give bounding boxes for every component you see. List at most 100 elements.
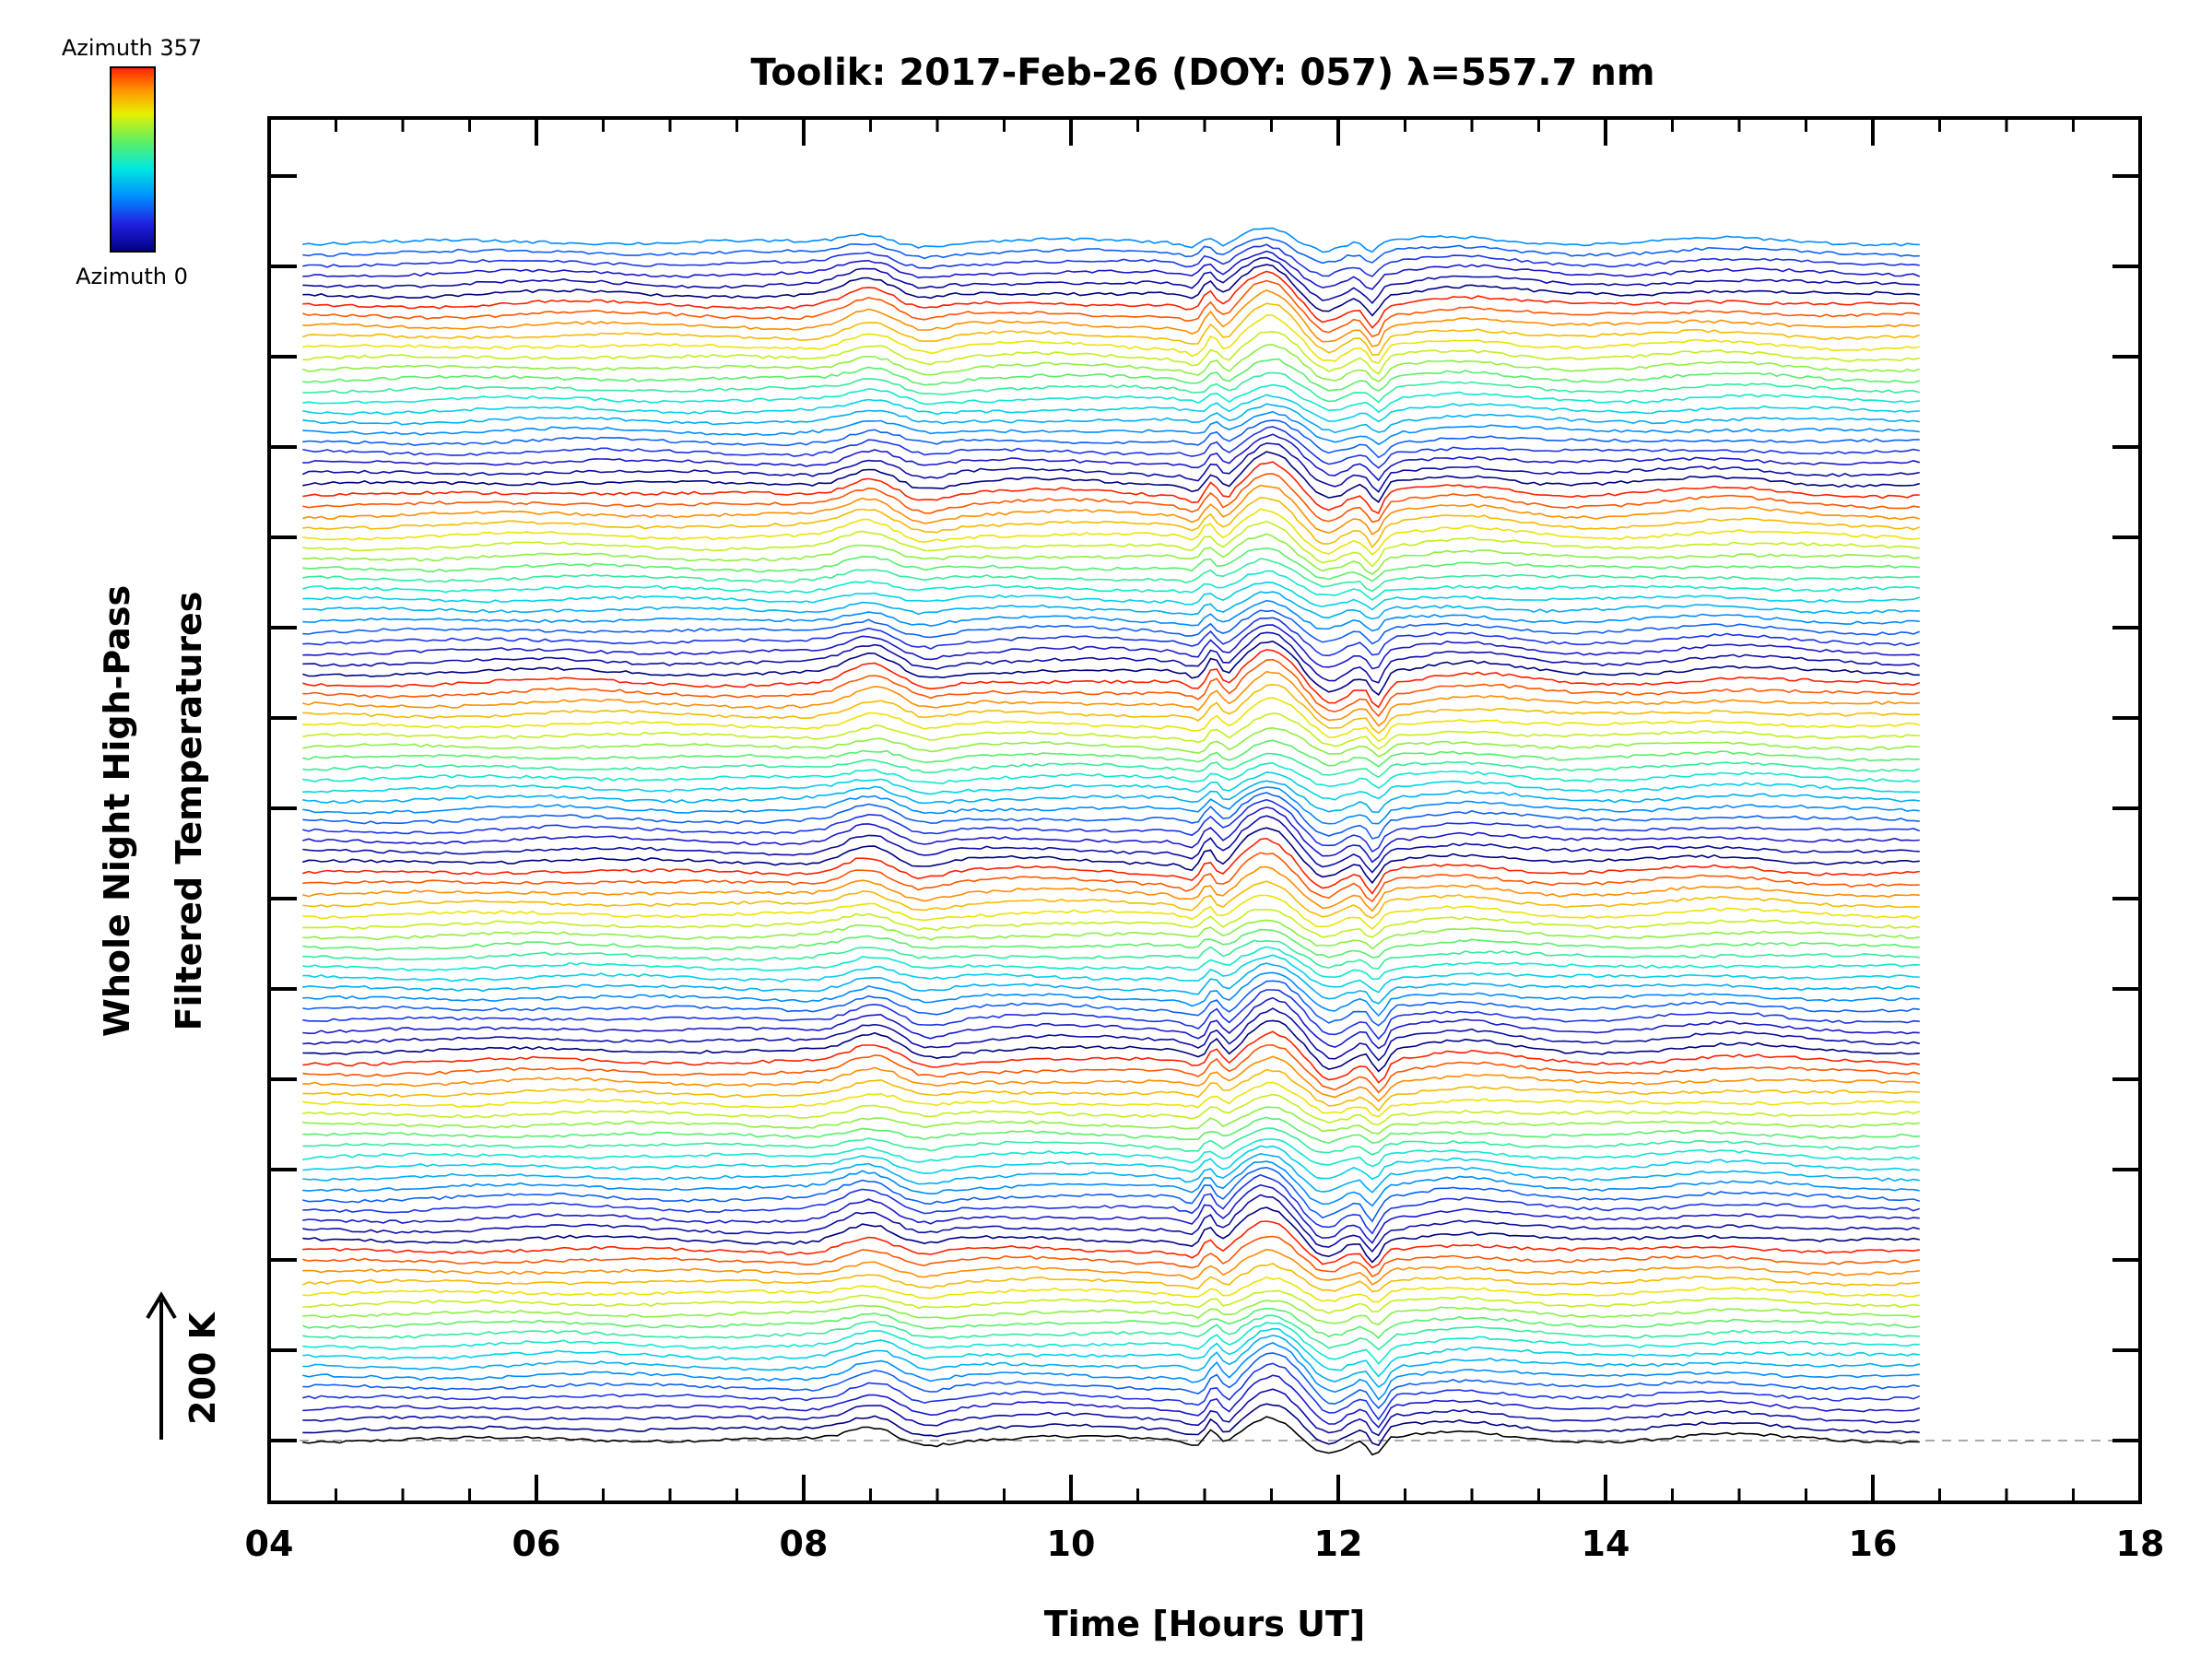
series-line-34 xyxy=(302,1055,1920,1102)
series-line-41 xyxy=(302,980,1920,1027)
series-line-66 xyxy=(302,726,1920,758)
series-line-100 xyxy=(302,371,1921,404)
series-line-25 xyxy=(302,1152,1920,1194)
series-line-9 xyxy=(302,1322,1920,1365)
series-line-14 xyxy=(302,1276,1920,1303)
series-line-37 xyxy=(302,1019,1920,1073)
series-line-22 xyxy=(302,1173,1921,1235)
axis-ticks: 04 06 08 10 12 14 16 18 xyxy=(245,118,2165,1564)
series-line-24 xyxy=(302,1160,1920,1207)
series-line-75 xyxy=(302,624,1920,670)
series-line-83 xyxy=(302,547,1920,582)
series-line-82 xyxy=(302,558,1920,593)
series-line-106 xyxy=(302,289,1920,347)
series-line-89 xyxy=(302,473,1920,524)
series-line-36 xyxy=(302,1030,1920,1084)
series-line-78 xyxy=(302,599,1920,632)
y-axis-label-line1: Whole Night High-Pass xyxy=(97,585,137,1037)
series-line-94 xyxy=(302,426,1920,469)
x-tick-label: 14 xyxy=(1582,1524,1630,1564)
series-line-16 xyxy=(302,1248,1920,1286)
series-line-4 xyxy=(302,1362,1921,1421)
series-line-2 xyxy=(302,1388,1921,1437)
series-line-61 xyxy=(302,780,1920,814)
series-line-13 xyxy=(302,1289,1920,1314)
series-line-43 xyxy=(302,962,1921,1005)
series-line-23 xyxy=(302,1166,1921,1223)
series-line-62 xyxy=(302,771,1920,801)
series-line-70 xyxy=(302,670,1920,727)
series-line-50 xyxy=(302,894,1921,931)
series-line-56 xyxy=(302,815,1920,874)
series-line-60 xyxy=(302,786,1920,825)
series-line-11 xyxy=(302,1307,1920,1339)
series-line-35 xyxy=(302,1043,1921,1094)
series-line-19 xyxy=(302,1206,1920,1264)
chart-title: Toolik: 2017-Feb-26 (DOY: 057) λ=557.7 n… xyxy=(750,52,1654,94)
series-line-93 xyxy=(302,433,1921,482)
series-line-114 xyxy=(302,227,1920,253)
x-tick-label: 04 xyxy=(245,1524,294,1564)
series-line-32 xyxy=(302,1081,1920,1118)
series-line-58 xyxy=(302,798,1921,853)
colorbar-bottom-label: Azimuth 0 xyxy=(76,264,188,289)
colorbar-top-label: Azimuth 357 xyxy=(62,35,202,61)
series-line-111 xyxy=(302,250,1921,290)
y-axis-label-line2: Filtered Temperatures xyxy=(169,592,209,1031)
series-line-97 xyxy=(302,403,1920,434)
series-line-55 xyxy=(302,827,1920,885)
series-line-104 xyxy=(302,314,1920,365)
series-line-54 xyxy=(302,837,1920,895)
series-line-99 xyxy=(302,383,1920,414)
series-line-85 xyxy=(302,520,1920,568)
series-line-49 xyxy=(302,908,1920,939)
series-line-1 xyxy=(302,1403,1920,1447)
x-tick-label: 06 xyxy=(512,1524,561,1564)
series-line-30 xyxy=(302,1106,1920,1135)
series-line-38 xyxy=(302,1007,1920,1062)
series-line-79 xyxy=(302,591,1920,620)
series-line-21 xyxy=(302,1183,1920,1244)
series-line-8 xyxy=(302,1327,1920,1378)
series-line-76 xyxy=(302,617,1921,657)
series-line-40 xyxy=(302,989,1920,1041)
series-line-33 xyxy=(302,1068,1920,1112)
series-line-47 xyxy=(302,928,1920,959)
series-line-0 xyxy=(302,1416,1920,1456)
series-line-39 xyxy=(302,996,1920,1050)
series-line-18 xyxy=(302,1220,1920,1269)
scale-bar-arrowhead xyxy=(146,1291,177,1320)
series-line-84 xyxy=(302,533,1920,575)
series-line-26 xyxy=(302,1145,1920,1181)
series-line-71 xyxy=(302,658,1921,718)
series-line-91 xyxy=(302,451,1921,503)
series-line-63 xyxy=(302,761,1920,789)
colorbar xyxy=(110,66,156,253)
series-line-108 xyxy=(302,270,1921,329)
series-line-15 xyxy=(301,1263,1920,1293)
series-line-95 xyxy=(302,419,1920,459)
series-group xyxy=(301,227,1921,1456)
series-line-74 xyxy=(302,631,1921,684)
series-line-64 xyxy=(302,752,1921,779)
x-tick-label: 16 xyxy=(1849,1524,1898,1564)
series-line-5 xyxy=(302,1352,1920,1409)
series-line-10 xyxy=(302,1314,1920,1351)
series-line-6 xyxy=(302,1342,1920,1401)
x-tick-label: 12 xyxy=(1314,1524,1363,1564)
series-line-28 xyxy=(302,1127,1920,1156)
series-line-72 xyxy=(302,649,1921,709)
scale-bar-label: 200 K xyxy=(182,1311,223,1425)
series-line-68 xyxy=(302,697,1920,743)
series-line-44 xyxy=(302,954,1920,994)
series-line-107 xyxy=(302,279,1920,338)
series-line-42 xyxy=(302,971,1920,1018)
series-line-53 xyxy=(302,852,1920,903)
x-tick-label: 18 xyxy=(2116,1524,2165,1564)
series-line-98 xyxy=(302,394,1920,423)
series-line-51 xyxy=(302,880,1920,920)
series-line-69 xyxy=(302,683,1920,735)
series-line-103 xyxy=(302,330,1920,375)
series-line-96 xyxy=(302,410,1920,446)
